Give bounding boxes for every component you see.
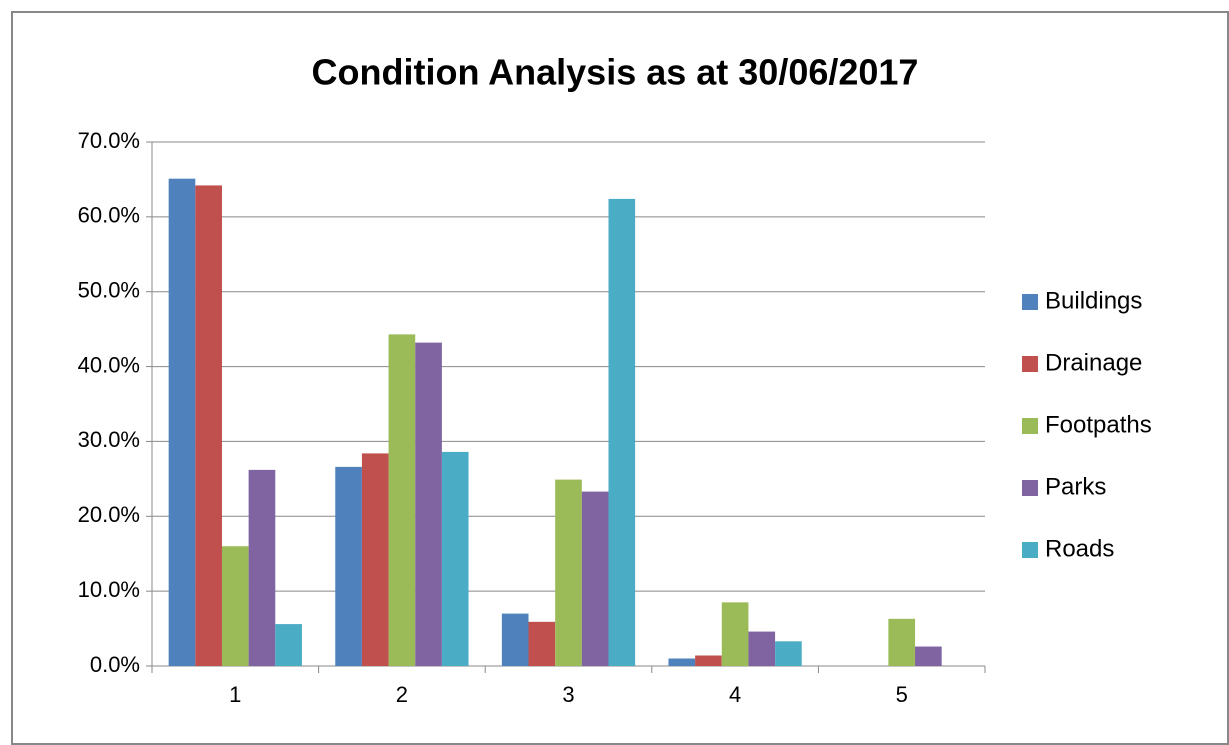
- bar: [528, 621, 556, 666]
- bar: [415, 342, 442, 666]
- y-tick-label: 60.0%: [78, 203, 140, 228]
- bar: [888, 618, 916, 666]
- legend-swatch: [1022, 480, 1038, 496]
- chart-title: Condition Analysis as at 30/06/2017: [312, 52, 919, 93]
- legend-swatch: [1022, 418, 1038, 434]
- bar: [775, 641, 802, 666]
- y-tick-label: 20.0%: [78, 502, 140, 527]
- bar: [581, 491, 609, 666]
- bar: [195, 185, 222, 666]
- bar: [168, 178, 196, 666]
- bar: [555, 479, 582, 666]
- bar: [501, 613, 529, 666]
- y-tick-label: 0.0%: [90, 652, 140, 677]
- bar: [608, 198, 636, 667]
- x-tick-label: 5: [896, 682, 908, 707]
- bar: [721, 602, 749, 666]
- x-tick-label: 3: [562, 682, 574, 707]
- bar: [335, 466, 362, 666]
- y-tick-label: 40.0%: [78, 352, 140, 377]
- bar: [748, 631, 776, 666]
- x-tick-label: 2: [396, 682, 408, 707]
- legend-swatch: [1022, 294, 1038, 310]
- bar: [361, 453, 389, 666]
- legend-label: Roads: [1045, 535, 1114, 562]
- bar: [248, 469, 276, 666]
- x-tick-label: 4: [729, 682, 741, 707]
- legend-label: Parks: [1045, 473, 1106, 500]
- legend-swatch: [1022, 542, 1038, 558]
- bar: [275, 624, 302, 666]
- bar: [668, 658, 696, 666]
- bar: [221, 546, 249, 666]
- legend-label: Drainage: [1045, 349, 1142, 376]
- legend-label: Footpaths: [1045, 411, 1152, 438]
- y-tick-label: 30.0%: [78, 427, 140, 452]
- x-tick-label: 1: [229, 682, 241, 707]
- y-tick-label: 50.0%: [78, 278, 140, 303]
- y-tick-label: 10.0%: [78, 577, 140, 602]
- bar: [915, 646, 942, 666]
- legend-label: Buildings: [1045, 287, 1142, 314]
- legend-swatch: [1022, 356, 1038, 372]
- bar: [441, 451, 469, 666]
- bar: [695, 655, 722, 666]
- y-tick-label: 70.0%: [78, 128, 140, 153]
- bar: [388, 334, 416, 666]
